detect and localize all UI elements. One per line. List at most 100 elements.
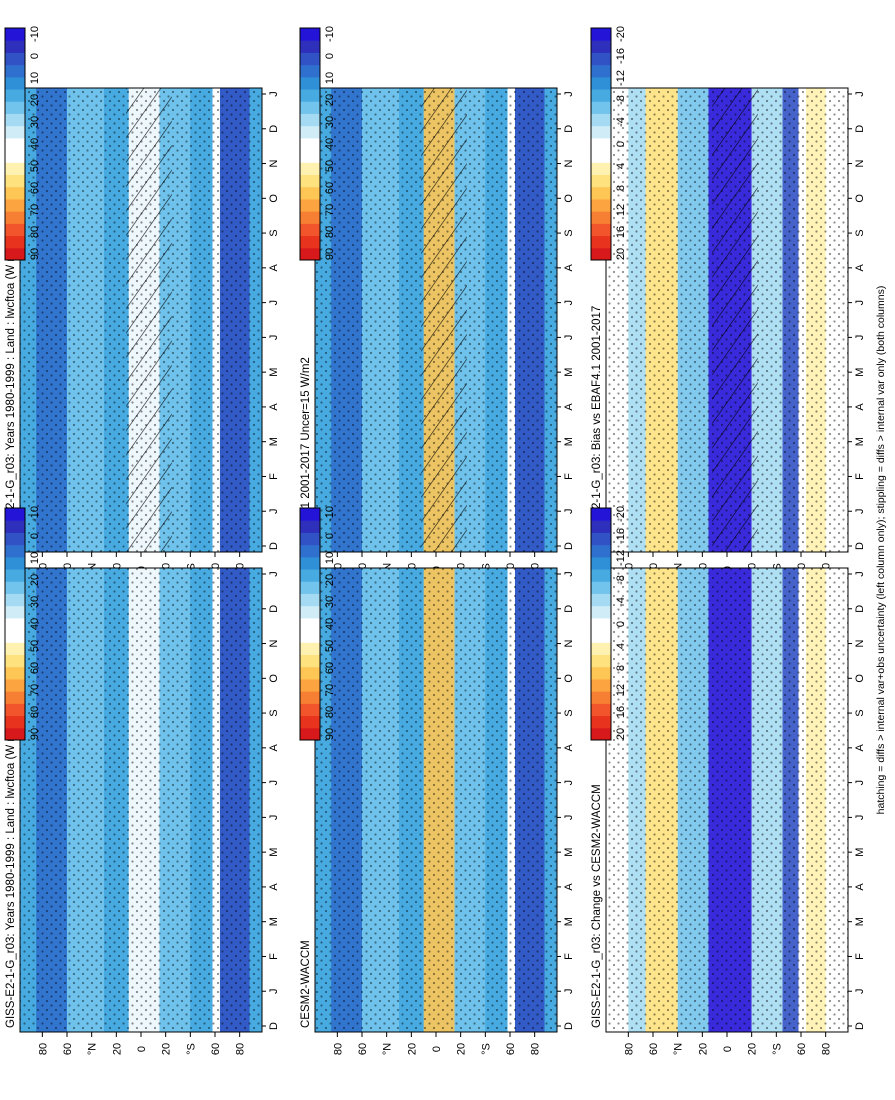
month-tick-label: A	[563, 403, 575, 411]
colorbar-absolute: 90 80 70 60 50 40 30 20 10 0 -10	[299, 26, 336, 261]
colorbar-frame	[299, 27, 321, 261]
colorbar-label: 40	[29, 138, 41, 150]
month-tick-label: J	[563, 335, 575, 341]
month-tick-label: J	[268, 571, 280, 577]
colorbar-label: 50	[29, 160, 41, 172]
colorbar-swatch	[300, 150, 320, 163]
colorbar-label: -16	[615, 528, 627, 544]
colorbar-label: 50	[324, 640, 336, 652]
colorbar-swatch	[5, 520, 25, 533]
colorbar-label: 90	[29, 728, 41, 740]
colorbar-swatch	[591, 150, 611, 163]
colorbar-swatch	[300, 64, 320, 78]
colorbar-swatch	[5, 137, 25, 151]
colorbar-label: -8	[615, 95, 627, 105]
month-tick-label: O	[563, 674, 575, 683]
colorbar-label: 8	[615, 665, 627, 671]
colorbar-label: -20	[615, 506, 627, 522]
colorbar-swatch	[591, 715, 611, 729]
panel-title: EBAF4.1 2001-2017 Uncer=15 W/m2	[300, 357, 312, 548]
colorbar-swatch	[5, 581, 25, 594]
colorbar-swatch	[300, 174, 320, 188]
colorbar-swatch	[5, 544, 25, 558]
lat-tick-label: 60	[62, 1043, 74, 1055]
colorbar-swatch	[300, 642, 320, 656]
month-tick-label: D	[563, 125, 575, 133]
colorbar-swatch	[5, 101, 25, 114]
colorbar-swatch	[300, 508, 320, 521]
hatching-overlay	[421, 88, 467, 552]
month-tick-label: M	[268, 437, 280, 446]
colorbar-swatch	[591, 198, 611, 212]
month-tick-label: O	[268, 194, 280, 203]
colorbar-label: 40	[324, 138, 336, 150]
panel-2: 80 60 °N 20 0 20 °S 60 80 D J F M A M J J A S O N D J GISS-E2-1…	[5, 567, 280, 1055]
colorbar-swatch	[591, 617, 611, 631]
lat-tick-label: 20	[111, 1043, 123, 1055]
lat-tick-label: °S	[771, 1043, 783, 1055]
colorbar-swatch	[591, 137, 611, 151]
colorbar-swatch	[5, 76, 25, 90]
colorbar-swatch	[300, 28, 320, 41]
colorbar-swatch	[591, 605, 611, 619]
colorbar-swatch	[5, 605, 25, 619]
colorbar-swatch	[300, 125, 320, 139]
colorbar-frame	[4, 507, 26, 741]
month-tick-label: M	[563, 437, 575, 446]
colorbar-swatch	[591, 28, 611, 41]
colorbar-swatch	[300, 593, 320, 607]
month-tick-label: D	[854, 542, 866, 550]
colorbar-label: -20	[615, 26, 627, 42]
colorbar-swatch	[591, 691, 611, 704]
stippling-overlay	[315, 568, 557, 1032]
month-tick-label: D	[268, 125, 280, 133]
colorbar-label: 40	[29, 618, 41, 630]
month-tick-label: J	[268, 508, 280, 514]
colorbar-label: -12	[615, 550, 627, 566]
colorbar-label: 20	[29, 574, 41, 586]
colorbar-label: 60	[324, 662, 336, 674]
colorbar-label: 90	[29, 248, 41, 260]
month-tick-label: O	[854, 194, 866, 203]
hatching-overlay	[126, 88, 172, 552]
colorbar-swatch	[5, 630, 25, 643]
colorbar-label: 70	[29, 684, 41, 696]
colorbar-swatch	[591, 642, 611, 656]
month-tick-label: J	[563, 988, 575, 994]
colorbar-label: 50	[324, 160, 336, 172]
colorbar-swatch	[591, 247, 611, 261]
panel-title: GISS-E2-1-G_r03: Years 1980-1999 : Land …	[5, 718, 17, 1028]
colorbar-label: 20	[615, 728, 627, 740]
lat-tick-label: °S	[480, 1043, 492, 1055]
colorbar-absolute: 90 80 70 60 50 40 30 20 10 0 -10	[4, 506, 41, 741]
month-tick-label: A	[268, 403, 280, 411]
month-tick-label: M	[854, 848, 866, 857]
colorbar-frame	[299, 507, 321, 741]
colorbar-swatch	[300, 101, 320, 114]
lat-tick-label: 80	[821, 1043, 833, 1055]
colorbar-swatch	[5, 113, 25, 127]
month-tick-label: A	[563, 883, 575, 891]
lat-tick-label: 80	[235, 1043, 247, 1055]
colorbar-swatch	[5, 162, 25, 176]
colorbar-swatch	[591, 186, 611, 200]
colorbar-swatch	[5, 235, 25, 249]
month-tick-label: M	[854, 917, 866, 926]
colorbar-swatch	[300, 186, 320, 200]
panel-title: GISS-E2-1-G_r03: Years 1980-1999 : Land …	[5, 238, 17, 548]
colorbar-swatch	[591, 40, 611, 53]
colorbar-label: 0	[615, 621, 627, 627]
month-tick-label: N	[268, 640, 280, 648]
colorbar-swatch	[300, 532, 320, 546]
month-tick-label: N	[854, 640, 866, 648]
colorbar-swatch	[591, 520, 611, 533]
colorbar-swatch	[300, 691, 320, 704]
colorbar-swatch	[300, 89, 320, 102]
colorbar-swatch	[5, 198, 25, 212]
colorbar-swatch	[591, 113, 611, 127]
colorbar-swatch	[591, 581, 611, 594]
colorbar-label: 10	[29, 72, 41, 84]
month-tick-label: J	[268, 988, 280, 994]
colorbar-frame	[4, 27, 26, 261]
